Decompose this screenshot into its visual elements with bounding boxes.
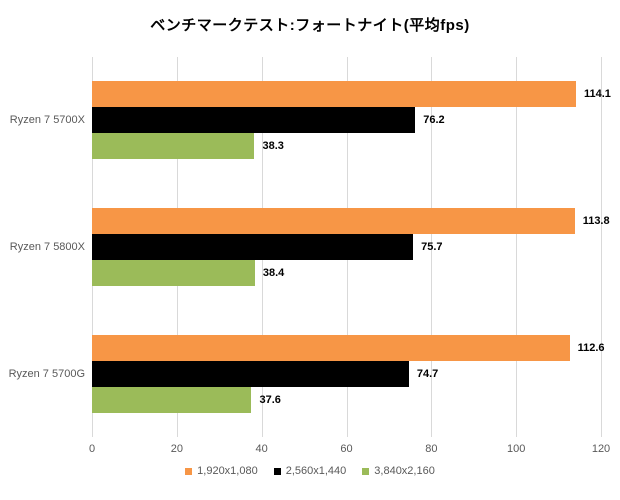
bar-3,840x2,160-Ryzen 7 5700X: 38.3 [92,133,284,160]
bar-1,920x1,080-Ryzen 7 5800X: 113.8 [92,208,610,234]
bar-value-label: 76.2 [423,114,445,127]
legend-label: 2,560x1,440 [285,465,347,477]
bar-2,560x1,440-Ryzen 7 5700G: 74.7 [92,360,438,387]
x-tick-label-80: 80 [425,443,438,455]
bar-value-label: 114.1 [583,88,611,101]
legend-item-1,920x1,080: 1,920x1,080 [185,465,258,477]
category-axis: Ryzen 7 5700X Ryzen 7 5800X Ryzen 7 5700G [0,57,85,437]
legend-item-2,560x1,440: 2,560x1,440 [273,465,347,477]
bar-value-label: 113.8 [582,215,610,227]
x-tick-label-0: 0 [88,443,96,455]
bar-1,920x1,080-Ryzen 7 5700X: 114.1 [92,81,611,108]
legend-label: 3,840x2,160 [374,465,435,477]
bar-3,840x2,160-Ryzen 7 5800X: 38.4 [92,260,284,286]
legend-item-3,840x2,160: 3,840x2,160 [362,465,435,477]
bar-1,920x1,080-Ryzen 7 5700G: 112.6 [92,334,605,361]
bar-value-label: 38.4 [262,267,285,279]
chart-title: ベンチマークテスト:フォートナイト(平均fps) [150,17,470,34]
category-label-Ryzen 7 5800X: Ryzen 7 5800X [9,240,85,253]
bar-3,840x2,160-Ryzen 7 5700G: 37.6 [92,386,281,413]
x-tick-label-40: 40 [255,443,268,455]
gridline-120 [601,57,602,437]
gridline-100 [516,57,518,437]
bar-value-label: 74.7 [416,367,439,380]
category-label-Ryzen 7 5700X: Ryzen 7 5700X [9,114,85,127]
gridline-80 [431,57,433,437]
bar-2,560x1,440-Ryzen 7 5800X: 75.7 [92,234,443,260]
x-tick-label-60: 60 [340,443,353,455]
x-tick-label-120: 120 [591,443,611,455]
legend-swatch-icon [362,467,370,475]
bar-value-label: 112.6 [577,341,605,354]
bar-value-label: 75.7 [421,241,443,253]
bar-2,560x1,440-Ryzen 7 5700X: 76.2 [92,107,445,134]
bar-value-label: 38.3 [262,140,284,153]
x-tick-label-100: 100 [506,443,526,455]
legend-swatch-icon [185,467,193,475]
plot-area: 114.1 76.2 38.3 113.8 75.7 38.4 112.6 74.7 37.6 [92,57,611,437]
bar-value-label: 37.6 [259,393,281,406]
legend-label: 1,920x1,080 [197,465,258,477]
category-label-Ryzen 7 5700G: Ryzen 7 5700G [8,367,85,380]
value-axis: 0 20 40 60 80 100 120 [0,443,620,457]
legend-swatch-icon [273,467,281,475]
legend: 1,920x1,080 2,560x1,440 3,840x2,160 [0,465,620,477]
x-tick-label-20: 20 [170,443,183,455]
